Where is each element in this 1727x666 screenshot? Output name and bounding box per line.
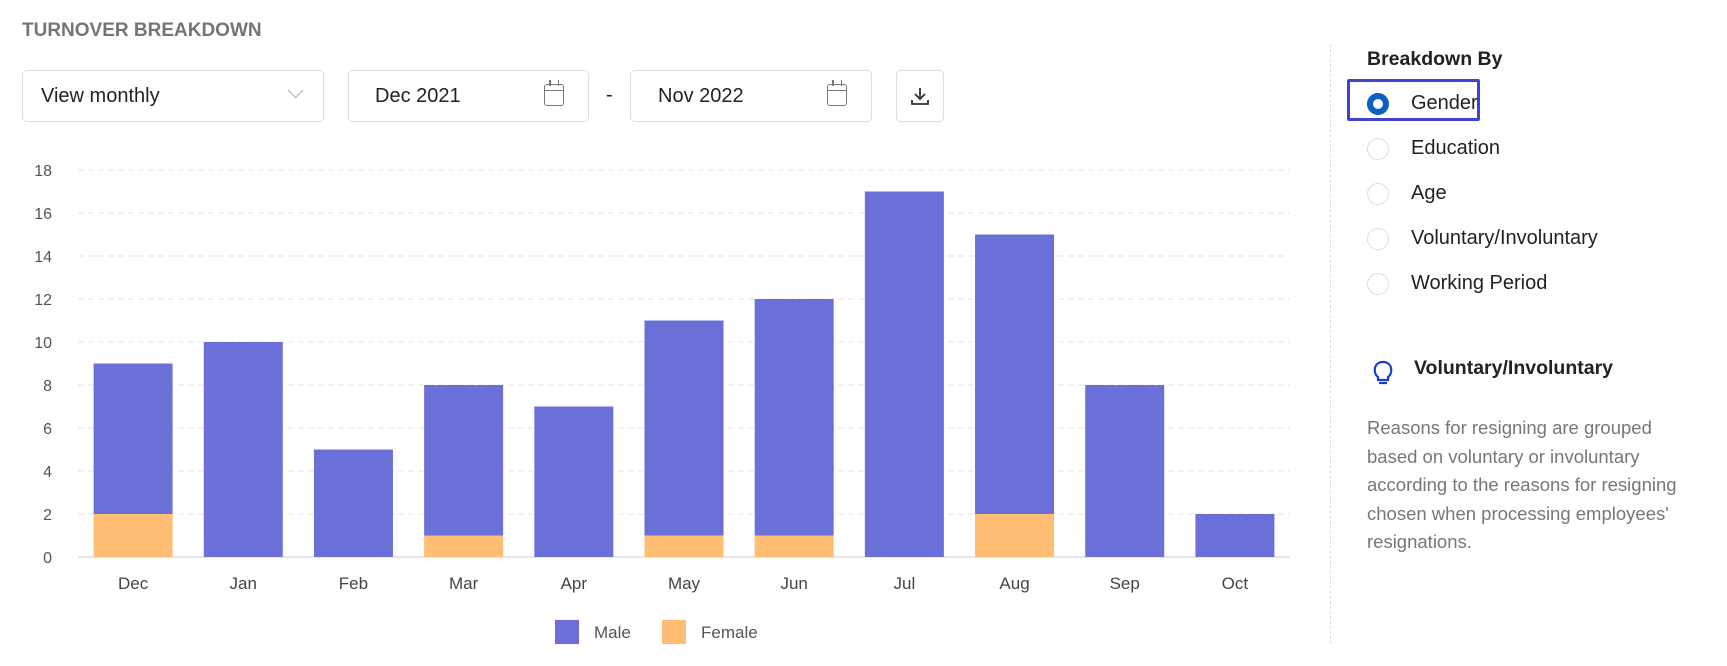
radio-button[interactable] [1367,92,1389,115]
x-tick-label: Feb [339,574,368,593]
tip-title: Voluntary/Involuntary [1414,357,1613,379]
breakdown-heading: Breakdown By [1367,48,1503,70]
y-tick-label: 10 [34,335,52,352]
y-tick-label: 6 [43,421,52,438]
panel-divider [1330,44,1331,644]
y-tick-label: 14 [34,249,52,266]
bar-male-sep[interactable] [1085,385,1165,557]
tip-description: Reasons for resigning are grouped based … [1367,417,1677,552]
y-tick-label: 4 [43,464,52,481]
start-date-value: Dec 2021 [375,84,461,107]
bar-male-oct[interactable] [1195,514,1275,557]
x-tick-label: Jan [230,574,257,593]
turnover-chart: 0 2 4 6 8 10 12 14 16 18 Dec Jan Feb Mar Apr May Jun Jul A… [34,163,1290,644]
radio-label: Gender [1411,92,1478,114]
x-tick-label: Mar [449,574,479,593]
chevron-down-icon [287,82,304,99]
bar-female-aug[interactable] [975,514,1055,557]
radio-button[interactable] [1367,227,1389,250]
section-title: TURNOVER BREAKDOWN [22,20,262,41]
radio-option-voluntary-involuntary[interactable]: Voluntary/Involuntary [1367,227,1598,250]
legend-swatch-male [555,620,579,644]
bar-female-jun[interactable] [754,535,834,558]
radio-button[interactable] [1367,137,1389,160]
download-icon [911,88,929,105]
y-tick-label: 2 [43,507,52,524]
radio-option-education[interactable]: Education [1367,137,1500,160]
legend-label-male[interactable]: Male [594,623,631,642]
bar-male-jul[interactable] [864,191,944,558]
x-tick-label: Aug [999,574,1029,593]
radio-option-age[interactable]: Age [1367,182,1447,205]
radio-label: Age [1411,182,1447,204]
bar-female-may[interactable] [644,535,724,558]
y-tick-label: 12 [34,292,52,309]
start-date-input[interactable]: Dec 2021 [348,70,589,122]
radio-option-gender[interactable]: Gender [1367,92,1478,115]
y-tick-label: 18 [34,163,52,180]
legend-swatch-female [662,620,686,644]
radio-button[interactable] [1367,182,1389,205]
x-tick-label: Sep [1110,574,1140,593]
x-tick-label: Jul [893,574,915,593]
y-tick-label: 16 [34,206,52,223]
bar-male-feb[interactable] [313,449,393,558]
bar-male-mar[interactable] [424,385,504,536]
radio-label: Voluntary/Involuntary [1411,227,1598,249]
bar-female-dec[interactable] [93,514,173,557]
x-tick-label: Dec [118,574,149,593]
download-button[interactable] [896,70,944,122]
calendar-icon [827,80,847,106]
bar-male-may[interactable] [644,320,724,536]
bar-male-apr[interactable] [534,406,614,558]
x-tick-label: May [668,574,701,593]
view-select[interactable]: View monthly [22,70,324,122]
bar-male-dec[interactable] [93,363,173,515]
lightbulb-icon [1373,360,1393,385]
bar-male-jan[interactable] [203,342,283,557]
date-separator: - [606,84,613,106]
bar-male-jun[interactable] [754,299,834,536]
focus-outline [1347,79,1480,121]
bar-male-aug[interactable] [975,234,1055,515]
radio-option-working-period[interactable]: Working Period [1367,272,1547,295]
radio-button[interactable] [1367,272,1389,295]
bar-female-mar[interactable] [424,535,504,558]
x-tick-label: Apr [561,574,588,593]
radio-label: Education [1411,137,1500,159]
end-date-input[interactable]: Nov 2022 [630,70,872,122]
y-tick-label: 8 [43,378,52,395]
y-tick-label: 0 [43,550,52,567]
x-tick-label: Jun [780,574,807,593]
radio-label: Working Period [1411,272,1548,294]
calendar-icon [544,80,564,106]
x-tick-label: Oct [1222,574,1249,593]
legend-label-female[interactable]: Female [701,623,758,642]
view-select-value: View monthly [41,84,160,107]
end-date-value: Nov 2022 [658,84,744,107]
